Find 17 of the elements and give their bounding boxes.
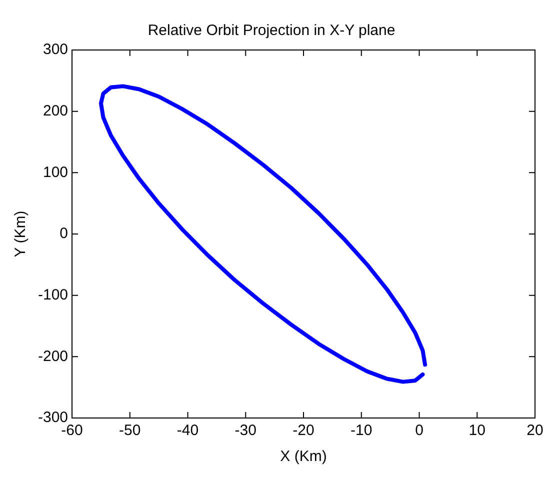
x-tick-label: -10 [350, 422, 372, 440]
x-tick-label: 20 [526, 422, 544, 440]
x-tick-label: -30 [234, 422, 256, 440]
x-tick-label: -20 [292, 422, 314, 440]
y-tick-label: 0 [60, 225, 68, 242]
chart-title: Relative Orbit Projection in X-Y plane [148, 22, 396, 40]
x-axis-title: X (Km) [280, 448, 327, 466]
x-tick-label: 10 [468, 422, 486, 440]
y-tick-label: 100 [42, 164, 68, 181]
x-tick-label: -50 [119, 422, 141, 440]
y-tick-label: -200 [38, 348, 68, 365]
y-tick-label: 300 [42, 41, 68, 58]
y-tick-label: -100 [38, 286, 68, 304]
y-axis-title: Y (Km) [12, 210, 30, 258]
x-tick-label: 0 [415, 422, 424, 440]
x-tick-label: -40 [176, 422, 199, 440]
y-tick-label: 200 [42, 102, 68, 120]
